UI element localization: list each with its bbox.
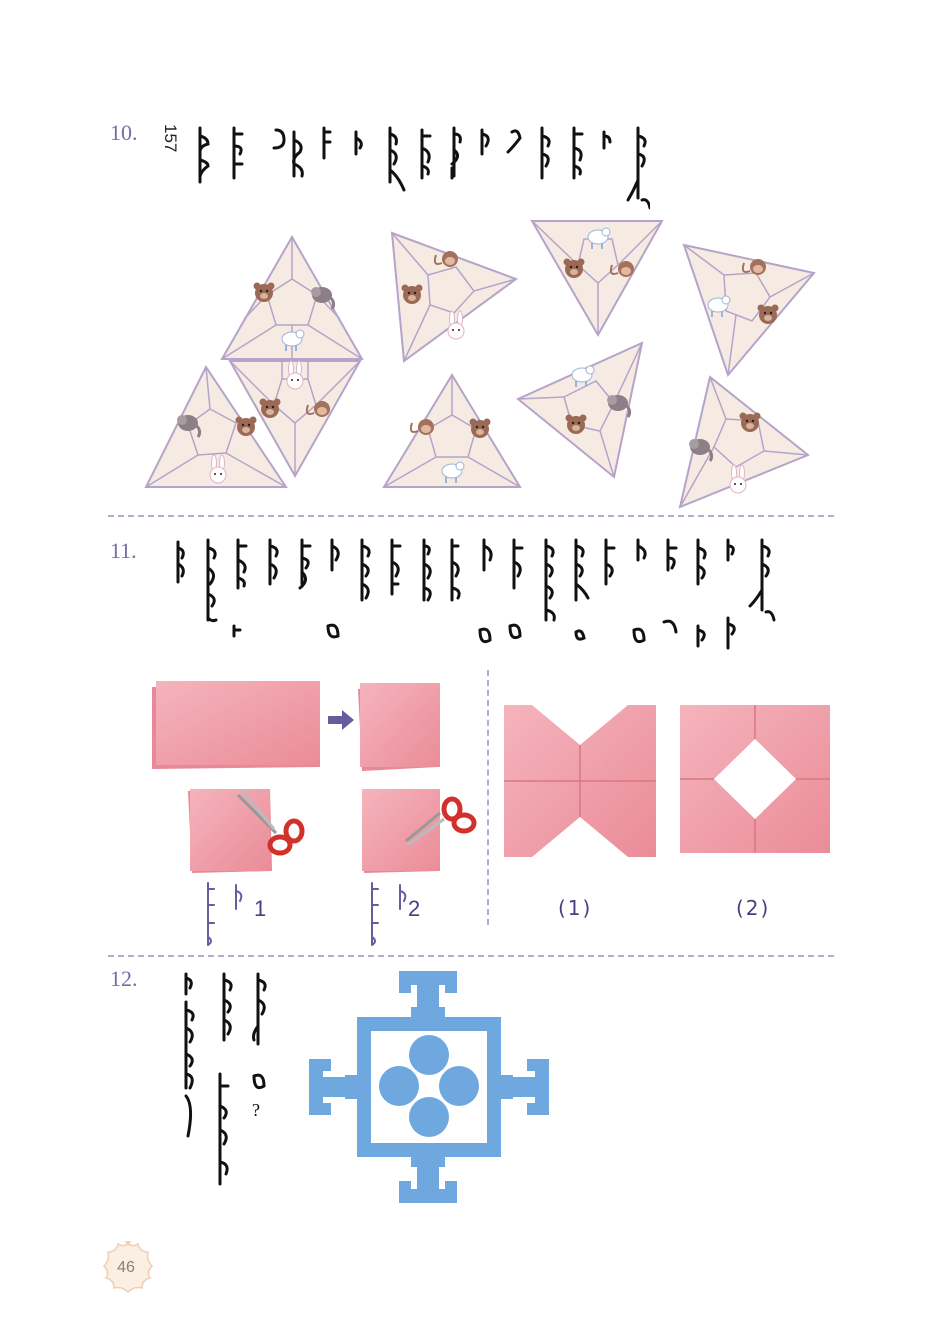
step-1-number: 1 — [254, 896, 267, 921]
paper-folding-figure — [148, 675, 838, 950]
triangle-1 — [221, 236, 363, 360]
scissors-icon — [405, 796, 477, 847]
question-10-mongolian-text — [190, 120, 650, 220]
triangle-5 — [382, 373, 522, 488]
cut-step-1 — [188, 789, 305, 873]
question-12-number: 12. — [110, 966, 138, 991]
page-number: 46 — [117, 1259, 135, 1276]
triangle-3 — [144, 365, 288, 488]
question-10-aside-number: 157 — [161, 124, 180, 153]
cut-result-1 — [504, 705, 656, 857]
question-12-question-mark: ? — [252, 1100, 260, 1120]
cut-step-2 — [362, 789, 477, 873]
animal-triangle-puzzle — [144, 220, 816, 509]
result-1-label: (1) — [558, 896, 593, 920]
unfolded-paper — [152, 681, 320, 769]
section-divider-1 — [108, 515, 834, 517]
question-12-mongolian-text — [176, 966, 276, 1186]
step-2-number: 2 — [408, 896, 421, 921]
triangle-9 — [678, 375, 810, 509]
arrow-right-icon — [328, 710, 354, 730]
triangle-2 — [228, 360, 362, 479]
flower-badge-icon — [102, 1241, 154, 1294]
triangle-8 — [682, 243, 816, 378]
question-11-number: 11. — [110, 538, 137, 563]
section-vertical-divider — [487, 670, 489, 925]
triangle-7 — [516, 341, 644, 479]
page-number-badge: 46 — [98, 1240, 154, 1296]
question-11-mongolian-text — [168, 534, 778, 664]
section-divider-2 — [108, 955, 834, 957]
cut-result-2 — [680, 705, 830, 853]
folded-paper — [358, 683, 440, 771]
question-10-number: 10. — [110, 120, 138, 145]
triangle-4 — [390, 231, 519, 363]
triangle-6 — [530, 220, 664, 338]
blue-paper-cutout — [309, 971, 549, 1203]
scissors-icon — [236, 790, 305, 856]
step-mongolian-labels — [207, 882, 407, 946]
result-2-label: (2) — [736, 896, 771, 920]
